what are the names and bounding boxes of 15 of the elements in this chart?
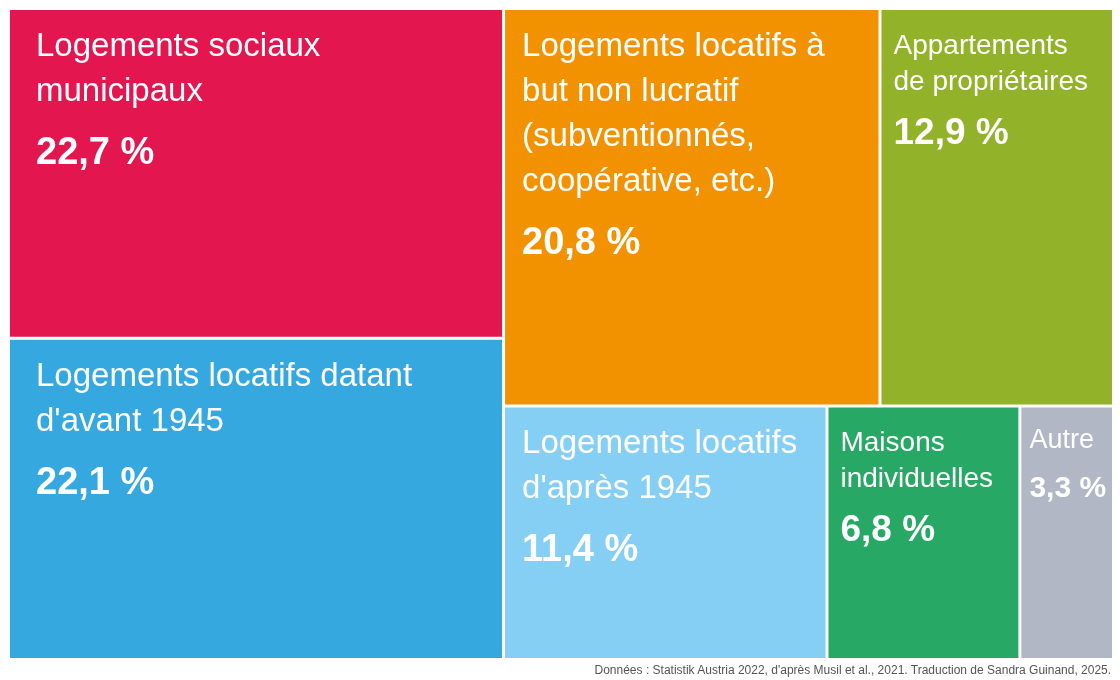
data-label: 12,9 % <box>893 111 1009 152</box>
text: Données : Statistik Austria 2022, d'après Musil et al., 2021. Traduction de Sandra Guinand, 2025. <box>594 663 1112 677</box>
data-label: 22,1 % <box>36 459 155 502</box>
category-label: Maisons individuelles <box>840 425 994 493</box>
category-label: Logements locatifs à but non lucratif (subventionnés, coopérative, etc.) <box>522 26 826 198</box>
category-label: Autre <box>1029 424 1094 455</box>
data-label: 3,3 % <box>1029 469 1107 503</box>
data-label: 20,8 % <box>522 220 641 262</box>
category-label: Logements sociaux municipaux <box>36 26 321 108</box>
data-label: 11,4 % <box>522 527 639 570</box>
data-label: 6,8 % <box>840 508 936 550</box>
category-label: Logements locatifs d'après 1945 <box>522 423 798 506</box>
category-label: Appartements de propriétaires <box>893 28 1089 96</box>
data-label: 22,7 % <box>36 130 155 172</box>
category-label: Logements locatifs datant d'avant 1945 <box>36 355 413 438</box>
